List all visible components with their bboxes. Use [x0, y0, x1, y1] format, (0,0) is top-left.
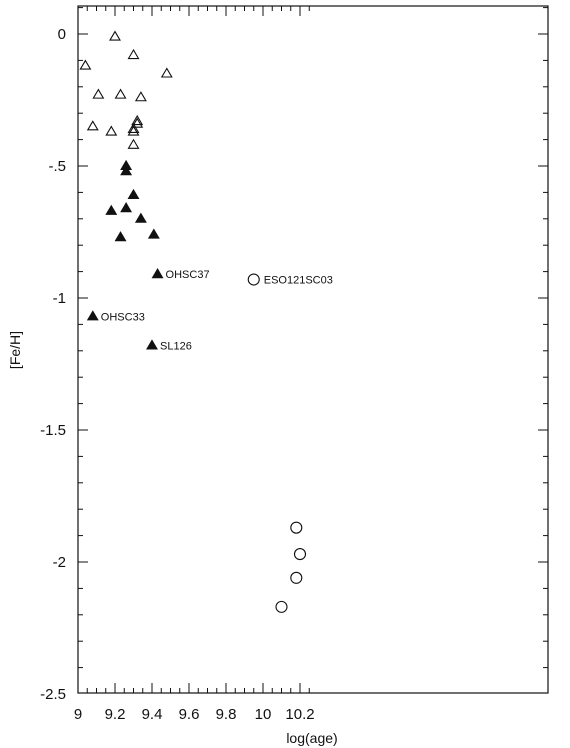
- y-tick-label: -1.5: [40, 422, 66, 439]
- point-label: OHSC33: [101, 311, 145, 323]
- x-axis-label: log(age): [286, 730, 337, 746]
- open-circle-point: [290, 571, 303, 584]
- y-axis-label: [Fe/H]: [7, 331, 23, 369]
- filled-triangle-point: [151, 268, 164, 279]
- filled-triangle-point: [86, 310, 99, 321]
- filled-triangle-point: [134, 212, 147, 223]
- axis-ticks: [77, 6, 548, 693]
- open-triangle-point: [131, 114, 144, 126]
- point-label: OHSC37: [166, 269, 210, 281]
- y-tick-label: -1: [53, 290, 66, 307]
- filled-triangle-point: [127, 188, 140, 199]
- filled-triangle-point: [146, 339, 158, 350]
- filled-triangle-point: [120, 202, 133, 213]
- x-tick-label: 10.2: [285, 706, 314, 723]
- filled-triangle-point: [120, 165, 133, 176]
- x-tick-label: 9.6: [179, 706, 200, 723]
- open-triangle-point: [160, 67, 173, 78]
- x-tick-label: 10: [255, 706, 272, 723]
- open-triangle-point: [105, 125, 118, 136]
- filled-triangle-point: [105, 204, 118, 215]
- open-triangle-point: [131, 117, 144, 128]
- y-tick-label: 0: [58, 26, 66, 43]
- point-label: SL126: [160, 341, 192, 353]
- filled-triangle-point: [147, 228, 160, 239]
- open-triangle-point: [127, 122, 140, 133]
- open-triangle-point: [127, 125, 140, 136]
- open-triangle-point: [92, 88, 105, 99]
- point-label: ESO121SC03: [264, 275, 333, 287]
- open-triangle-point: [86, 120, 99, 131]
- x-tick-label: 9: [74, 706, 82, 723]
- open-triangle-point: [114, 88, 127, 99]
- open-circle-point: [275, 600, 288, 613]
- x-tick-label: 9.8: [216, 706, 237, 723]
- plot-frame: [77, 5, 549, 694]
- tick-labels: 9 9.2 9.4 9.6 9.8 10 10.2 0 -.5 -1 -1.5 -2 -2.5: [40, 26, 314, 723]
- y-tick-label: -.5: [48, 158, 66, 175]
- open-triangle-point: [134, 91, 147, 102]
- data-marks: OHSC37 OHSC33 SL126 ESO121SC03: [79, 30, 333, 613]
- filled-triangle-point: [114, 231, 127, 242]
- x-tick-label: 9.4: [142, 706, 163, 723]
- open-triangle-point: [79, 59, 92, 70]
- open-triangle-point: [127, 138, 140, 149]
- y-tick-label: -2.5: [40, 686, 66, 703]
- open-circle-point: [293, 548, 307, 561]
- open-circle-point: [247, 273, 260, 286]
- open-triangle-point: [109, 30, 121, 41]
- x-tick-label: 9.2: [105, 706, 126, 723]
- open-circle-point: [290, 521, 303, 534]
- y-tick-label: -2: [53, 554, 66, 571]
- open-triangle-point: [127, 48, 140, 60]
